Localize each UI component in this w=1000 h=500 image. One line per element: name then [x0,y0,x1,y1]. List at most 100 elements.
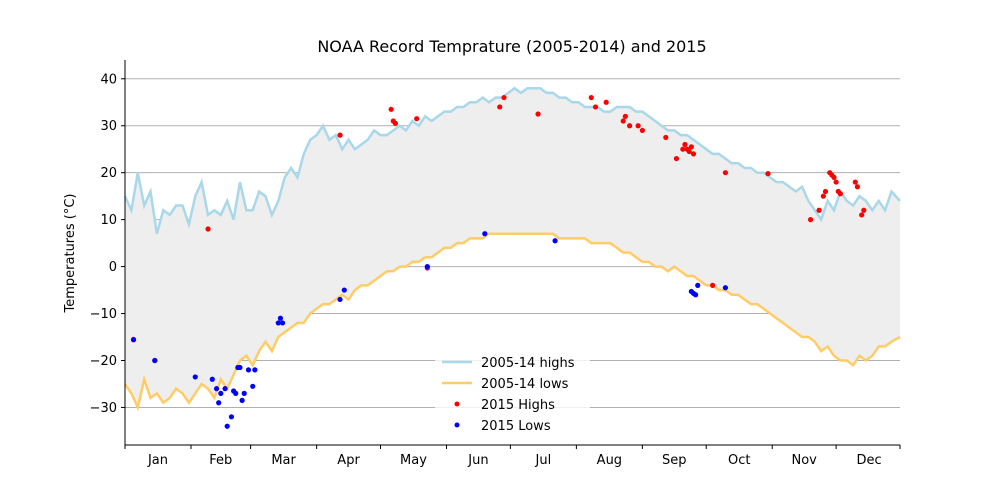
y-tick-label: −30 [90,401,117,416]
y-tick-label: 10 [100,213,117,228]
point-2015-high [682,141,688,148]
x-tick-label: Dec [857,453,882,468]
point-2015-low [337,296,343,303]
legend-label-lows: 2005-14 lows [481,377,569,392]
chart-title: NOAA Record Temprature (2005-2014) and 2… [317,37,706,56]
point-2015-low [192,374,198,380]
point-2015-high [663,134,669,141]
y-tick-label: −10 [90,307,117,322]
point-2015-high [831,174,837,180]
legend-marker-highs-2015 [454,401,460,407]
point-2015-high [807,217,814,223]
point-2015-high [592,104,599,110]
y-tick-label: 30 [100,119,117,134]
x-tick-label: Sep [662,453,687,468]
point-2015-low [341,287,347,293]
point-2015-low [218,390,224,396]
point-2015-high [686,148,692,155]
point-2015-low [222,386,228,392]
point-2015-high [673,155,680,162]
axes [121,60,901,449]
point-2015-high [622,113,628,119]
point-2015-high [833,179,839,185]
legend-label-highs: 2005-14 highs [481,356,575,371]
x-tick-label: Nov [792,453,818,468]
point-2015-low [233,390,239,396]
point-2015-high [635,123,641,129]
point-2015-low [209,376,215,382]
point-2015-high [854,184,861,190]
point-2015-low [275,320,281,326]
point-2015-high [680,146,686,152]
point-2015-low [695,282,701,288]
scatter-points [130,94,867,429]
x-tick-label: Mar [271,453,296,468]
y-tick-label: 40 [100,72,117,87]
point-2015-low [216,400,222,406]
point-2015-low [252,367,258,373]
point-2015-low [241,390,247,396]
point-2015-low [250,383,256,389]
point-2015-high [535,111,541,117]
point-2015-high [627,123,633,129]
legend-label-highs-2015: 2015 Highs [481,398,555,413]
legend-label-lows-2015: 2015 Lows [481,419,551,434]
legend: 2005-14 highs 2005-14 lows 2015 Highs 20… [435,350,590,438]
point-2015-high [620,118,626,124]
series-line-lows [123,232,901,412]
point-2015-high [588,94,594,101]
x-tick-label: Aug [597,453,622,468]
point-2015-high [859,212,865,218]
point-2015-low [552,238,558,244]
point-2015-high [710,282,716,288]
legend-marker-lows-2015 [454,422,460,428]
point-2015-low [277,315,284,321]
y-tick-label: 0 [109,260,117,275]
point-2015-low [228,414,235,420]
point-2015-low [482,231,488,237]
point-2015-low [213,386,220,392]
legend-box [435,350,590,438]
point-2015-high [205,226,211,232]
point-2015-high [722,170,729,176]
tick-labels: −30 −20 −10 0 10 20 30 40 Jan Feb Mar Apr May Jun Jul A… [90,72,882,468]
x-tick-label: Apr [337,453,360,468]
y-tick-label: 20 [100,166,117,181]
point-2015-high [765,171,771,177]
point-2015-high [414,116,420,122]
x-tick-label: Jun [467,453,488,468]
point-2015-low [722,285,729,291]
point-2015-high [688,144,694,150]
point-2015-high [861,207,867,213]
point-2015-low [245,367,252,373]
point-2015-high [392,120,398,126]
x-tick-label: Feb [209,453,232,468]
y-tick-label: −20 [90,354,117,369]
point-2015-high [639,127,645,134]
point-2015-low [237,364,243,371]
x-tick-label: Jul [535,453,552,468]
point-2015-high [690,151,697,157]
point-2015-high [501,94,507,101]
point-2015-low [224,423,230,429]
x-tick-label: Oct [728,453,750,468]
point-2015-low [693,292,699,298]
point-2015-high [388,106,394,112]
point-2015-high [820,193,826,199]
point-2015-high [822,188,829,195]
point-2015-low [130,337,137,343]
point-2015-high [337,132,343,138]
point-2015-high [497,104,503,110]
point-2015-low [279,320,286,326]
x-tick-label: Jan [147,453,168,468]
series-line-highs [123,86,901,235]
point-2015-low [424,263,430,270]
point-2015-high [603,99,609,105]
x-tick-label: May [400,453,427,468]
point-2015-high [837,191,843,197]
y-axis-label: Temperatures (°C) [63,194,78,314]
point-2015-low [152,357,158,364]
point-2015-high [852,179,858,185]
point-2015-high [816,207,822,213]
